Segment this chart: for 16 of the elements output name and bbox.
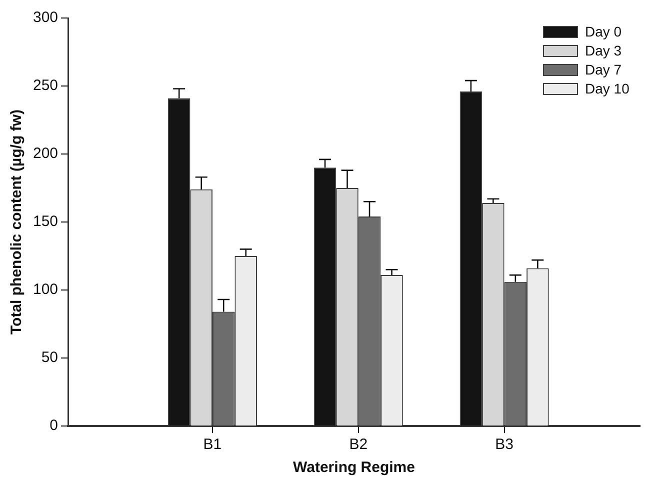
x-axis-title: Watering Regime [293, 459, 415, 476]
legend-label: Day 7 [585, 61, 622, 78]
y-tick-label: 100 [32, 281, 58, 298]
y-tick-label: 300 [32, 9, 58, 26]
y-tick-label: 50 [41, 349, 58, 366]
x-tick-label: B1 [203, 436, 222, 454]
legend-label: Day 3 [585, 42, 622, 58]
y-tick-label: 0 [50, 417, 58, 434]
y-tick-label: 150 [32, 213, 58, 230]
y-axis-title: Total phenolic content (µg/g fw) [8, 109, 26, 335]
y-tick-label: 200 [32, 145, 58, 162]
y-tick-label: 250 [32, 77, 58, 94]
legend-label: Day 10 [585, 80, 630, 96]
x-tick-label: B3 [495, 436, 514, 454]
x-tick-label: B2 [349, 436, 368, 454]
legend-label: Day 0 [585, 23, 622, 40]
